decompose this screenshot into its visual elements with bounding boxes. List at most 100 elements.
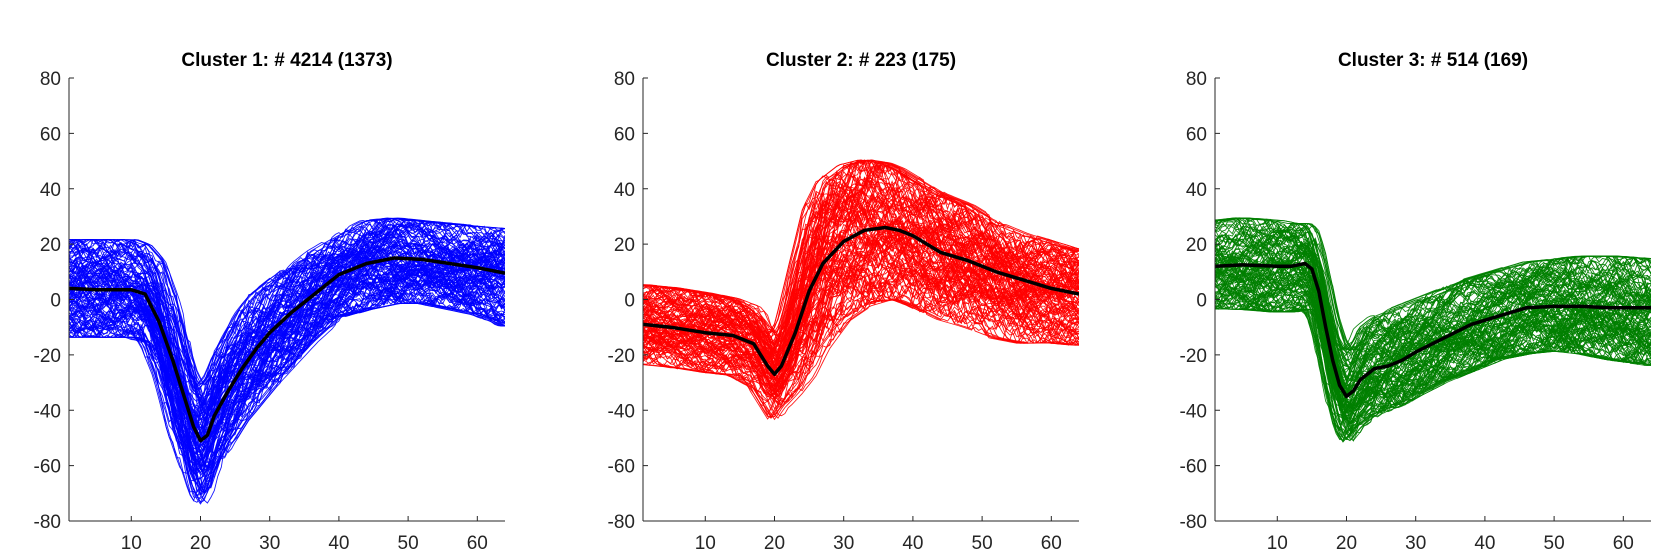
waveform-trace [69,217,505,386]
x-tick-label: 10 [121,533,142,554]
x-tick-label: 10 [1267,533,1288,554]
waveform-trace [69,229,505,464]
y-tick-label: -80 [34,512,61,533]
waveform-trace [69,222,505,426]
waveform-trace [643,161,1079,335]
x-tick-label: 40 [1474,533,1495,554]
waveform-trace [643,246,1079,418]
waveform-trace [69,249,505,455]
y-tick-label: -60 [1180,457,1207,478]
x-tick-label: 40 [902,533,923,554]
y-tick-label: -80 [608,512,635,533]
waveform-trace [1215,259,1651,413]
waveform-trace [69,223,505,412]
panel-3: -80 -60 -40 -20 0 20 40 60 80 10 20 30 40 50 60 Cluster… [1180,50,1651,554]
waveform-trace [1215,231,1651,387]
y-tick-label: 60 [1186,124,1207,145]
waveform-trace [69,221,505,413]
waveform-traces [1215,217,1651,443]
x-tick-label: 30 [1405,533,1426,554]
waveform-trace [643,182,1079,396]
panels: -80 -60 -40 -20 0 20 40 60 80 10 20 30 40 50 60 Cluster… [34,50,1651,554]
waveform-traces [69,217,505,505]
waveform-trace [1215,222,1651,385]
chart-title: Cluster 1: # 4214 (1373) [181,50,392,71]
waveform-trace [69,273,505,467]
x-tick-label: 60 [1041,533,1062,554]
x-tick-label: 50 [398,533,419,554]
x-tick-label: 50 [972,533,993,554]
waveform-trace [643,161,1079,334]
waveform-trace [1215,247,1651,392]
waveform-trace [1215,236,1651,405]
x-tick-label: 50 [1544,533,1565,554]
y-tick-label: 0 [624,291,635,312]
waveform-trace [643,192,1079,379]
waveform-trace [69,262,505,504]
y-tick-label: 60 [614,124,635,145]
y-tick-label: -80 [1180,512,1207,533]
x-tick-label: 20 [190,533,211,554]
panel-2: -80 -60 -40 -20 0 20 40 60 80 10 20 30 40 50 60 Cluster… [608,50,1079,554]
y-tick-label: -20 [608,346,635,367]
waveform-trace [1215,254,1651,414]
y-tick-label: -40 [1180,401,1207,422]
waveform-trace [69,258,505,455]
waveform-traces [643,159,1079,421]
y-tick-label: 80 [1186,69,1207,90]
waveform-trace [1215,275,1651,410]
y-tick-label: 80 [614,69,635,90]
chart-title: Cluster 2: # 223 (175) [766,50,956,71]
y-tick-label: 40 [614,180,635,201]
waveform-trace [643,176,1079,389]
waveform-trace [69,257,505,458]
waveform-trace [643,161,1079,356]
y-tick-label: -40 [608,401,635,422]
waveform-trace [643,266,1079,419]
x-tick-label: 20 [1336,533,1357,554]
waveform-trace [1215,217,1651,351]
x-tick-label: 30 [833,533,854,554]
y-tick-label: 40 [40,180,61,201]
waveform-trace [643,264,1079,401]
y-tick-label: 60 [40,124,61,145]
panel-1: -80 -60 -40 -20 0 20 40 60 80 10 20 30 40 50 60 Cluster… [34,50,505,554]
waveform-trace [1215,255,1651,396]
y-tick-label: -60 [608,457,635,478]
waveform-trace [69,218,505,385]
y-tick-label: -60 [34,457,61,478]
waveform-trace [1215,229,1651,394]
waveform-trace [69,228,505,414]
y-tick-label: 20 [614,235,635,256]
x-tick-label: 30 [259,533,280,554]
y-tick-label: 0 [50,291,61,312]
waveform-trace [643,262,1079,417]
waveform-trace [69,219,505,388]
y-tick-label: 80 [40,69,61,90]
waveform-trace [643,159,1079,350]
waveform-trace [643,263,1079,399]
y-tick-label: -20 [1180,346,1207,367]
x-tick-label: 10 [695,533,716,554]
x-tick-label: 40 [328,533,349,554]
waveform-trace [1215,240,1651,432]
waveform-trace [643,268,1079,419]
waveform-trace [1215,276,1651,419]
waveform-trace [69,218,505,445]
waveform-trace [643,220,1079,368]
chart-title: Cluster 3: # 514 (169) [1338,50,1528,71]
x-tick-label: 60 [1613,533,1634,554]
x-tick-label: 20 [764,533,785,554]
waveform-trace [1215,272,1651,441]
y-tick-label: -40 [34,401,61,422]
waveform-trace [643,159,1079,352]
mean-waveform [69,256,505,443]
waveform-trace [69,230,505,407]
waveform-trace [643,238,1079,418]
x-tick-label: 60 [467,533,488,554]
waveform-trace [643,226,1079,373]
mean-waveform [643,225,1079,377]
waveform-trace [643,174,1079,365]
waveform-trace [69,234,505,431]
